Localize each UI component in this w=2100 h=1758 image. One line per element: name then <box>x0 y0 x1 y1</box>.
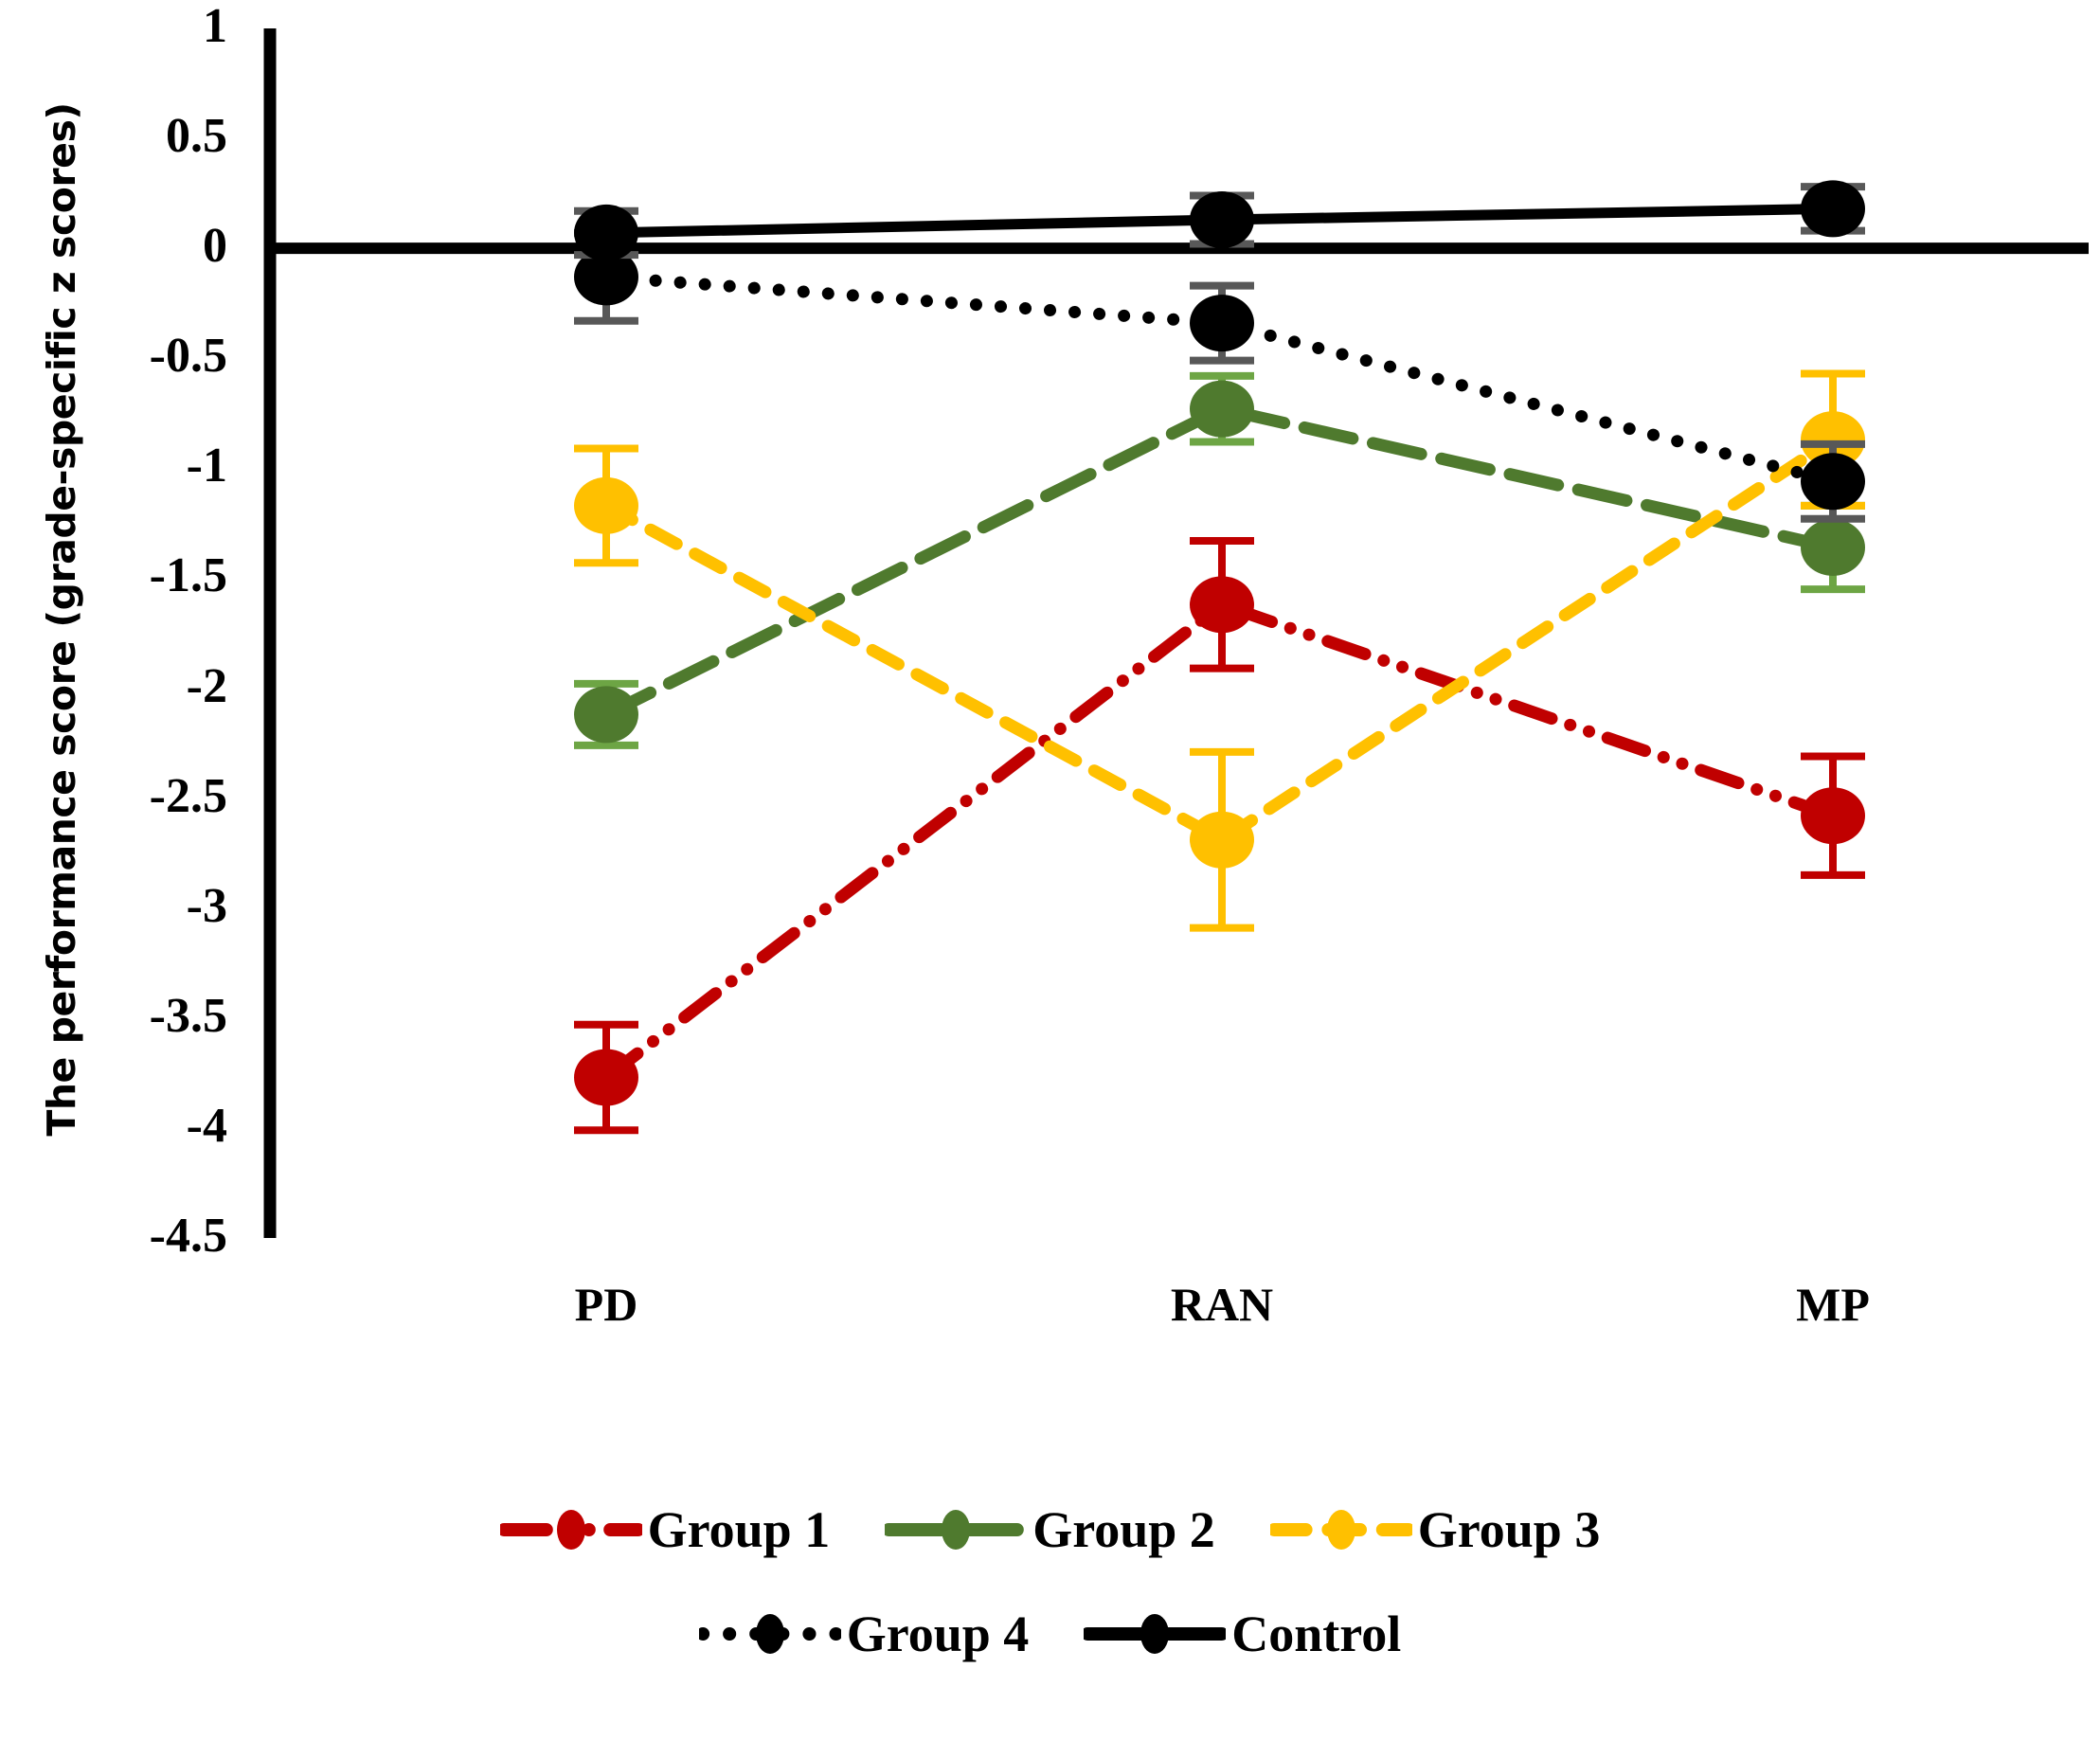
data-point-marker <box>1190 811 1254 869</box>
legend-row-secondary: Group 4 Control <box>0 1582 2100 1686</box>
data-point-marker <box>574 204 638 261</box>
y-tick-label: 0 <box>203 219 227 274</box>
legend-item-group-4[interactable]: Group 4 <box>698 1605 1030 1663</box>
legend-key-group-3 <box>1269 1510 1412 1550</box>
data-point-marker <box>1801 453 1865 511</box>
y-tick-label: -0.5 <box>149 329 227 384</box>
legend-item-group-1[interactable]: Group 1 <box>499 1500 831 1559</box>
legend-key-group-1 <box>499 1510 642 1550</box>
x-tick-label-ran: RAN <box>1170 1278 1274 1331</box>
y-tick-label: 1 <box>203 0 227 53</box>
data-point-marker <box>1190 295 1254 352</box>
data-point-marker <box>1801 180 1865 238</box>
legend-item-group-2[interactable]: Group 2 <box>885 1500 1215 1559</box>
legend-label: Control <box>1231 1606 1402 1662</box>
legend-item-control[interactable]: Control <box>1084 1605 1401 1663</box>
chart-legend: Group 1 Group 2 Group 3 Group 4 Control <box>0 1478 2100 1686</box>
x-tick-label-pd: PD <box>574 1278 638 1331</box>
legend-key-group-2 <box>885 1510 1028 1550</box>
y-tick-label: -1.5 <box>149 548 227 603</box>
series-control <box>574 180 1865 261</box>
series-line <box>600 433 1840 847</box>
series-group-4 <box>574 228 1865 523</box>
legend-marker <box>942 1510 971 1550</box>
y-axis-tick-labels: 1 0.5 0 -0.5 -1 -1.5 -2 -2.5 -3 -3.5 -4 -4.5 <box>0 0 227 1758</box>
legend-marker <box>1140 1614 1170 1654</box>
legend-label: Group 3 <box>1417 1501 1601 1558</box>
legend-key-control <box>1084 1614 1227 1654</box>
y-tick-label: -4.5 <box>149 1209 227 1263</box>
legend-marker <box>755 1614 784 1654</box>
data-point-marker <box>1190 576 1254 634</box>
data-point-marker <box>574 476 638 534</box>
series-group-3 <box>574 369 1865 932</box>
legend-key-group-4 <box>698 1614 841 1654</box>
data-point-marker <box>1801 518 1865 576</box>
y-tick-label: -4 <box>186 1098 227 1153</box>
legend-marker <box>1326 1510 1355 1550</box>
plot-area <box>263 28 2089 1238</box>
data-point-marker <box>1190 190 1254 248</box>
legend-label: Group 2 <box>1032 1501 1215 1558</box>
y-tick-label: -1 <box>186 439 227 493</box>
data-point-marker <box>1190 380 1254 438</box>
legend-marker <box>556 1510 585 1550</box>
legend-item-group-3[interactable]: Group 3 <box>1269 1500 1601 1559</box>
data-point-marker <box>574 686 638 744</box>
series-group-1 <box>574 536 1865 1135</box>
y-tick-label: -2 <box>186 658 227 713</box>
y-tick-label: -3.5 <box>149 988 227 1043</box>
y-tick-label: -3 <box>186 878 227 933</box>
legend-row-primary: Group 1 Group 2 Group 3 <box>0 1478 2100 1582</box>
data-point-marker <box>1801 787 1865 845</box>
legend-label: Group 1 <box>647 1501 831 1558</box>
y-tick-label: -2.5 <box>149 768 227 823</box>
data-point-marker <box>574 248 638 306</box>
data-point-marker <box>1801 411 1865 469</box>
x-tick-label-mp: MP <box>1796 1278 1870 1331</box>
legend-label: Group 4 <box>846 1606 1030 1662</box>
y-tick-label: 0.5 <box>166 109 227 164</box>
series-line <box>600 598 1840 1085</box>
data-point-marker <box>574 1049 638 1106</box>
